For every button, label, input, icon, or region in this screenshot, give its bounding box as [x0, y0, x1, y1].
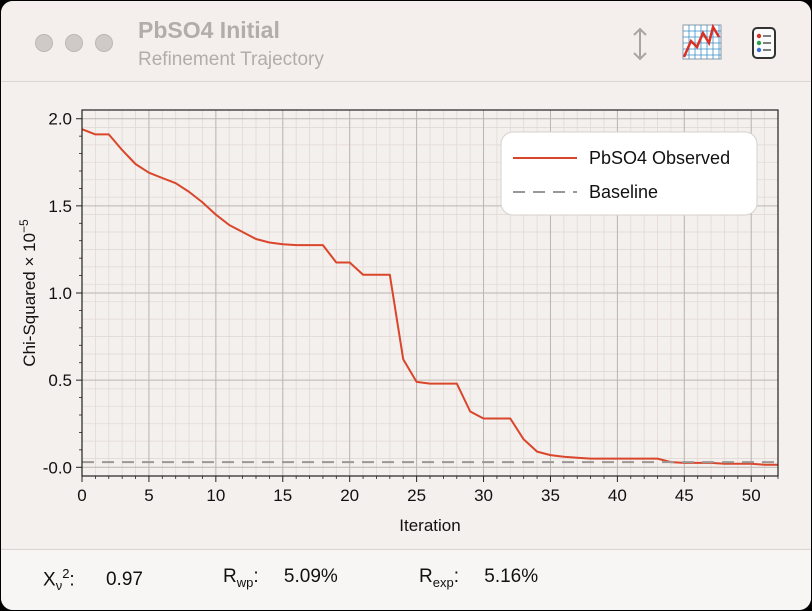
y-axis-label: Chi-Squared × 10−5 [17, 219, 39, 367]
window-title: PbSO4 Initial [138, 17, 280, 43]
x-tick-label: 15 [273, 486, 292, 505]
stat-label-sub: ν [55, 578, 63, 594]
x-tick-label: 30 [474, 486, 493, 505]
legend-box [500, 131, 758, 216]
zoom-window-button[interactable] [95, 34, 113, 52]
window-subtitle: Refinement Trajectory [138, 49, 324, 70]
stat-reduced-chi-squared: Xν2: 0.97 [43, 566, 143, 594]
x-tick-label: 5 [144, 486, 153, 505]
minimize-window-button[interactable] [65, 34, 83, 52]
legend-label-baseline: Baseline [589, 182, 658, 202]
stat-label-sub: exp [432, 574, 454, 590]
legend: PbSO4 Observed Baseline [500, 131, 758, 216]
y-tick-label: 0.5 [48, 371, 72, 390]
y-tick-label: 2.0 [48, 110, 72, 129]
stat-label: R [419, 566, 433, 587]
series-line-observed [81, 128, 778, 466]
stat-value: 5.09% [283, 566, 338, 587]
stat-value: 0.97 [105, 569, 143, 591]
axis-ticks: 0 5 10 15 20 25 30 35 40 45 50 -0.0 0.5 1.0 1.5 2.0 [43, 110, 779, 505]
x-tick-label: 20 [340, 486, 359, 505]
stat-label: X [43, 569, 56, 591]
stat-label: R [223, 566, 237, 587]
legend-label-observed: PbSO4 Observed [589, 148, 730, 168]
x-tick-label: 0 [77, 486, 86, 505]
stat-rexp: Rexp: 5.16% [419, 566, 539, 590]
stat-label-sup: 2 [62, 566, 70, 581]
plot-area: 0 5 10 15 20 25 30 35 40 45 50 -0.0 0.5 1.0 1.5 2.0 Ite… [1, 82, 811, 548]
x-tick-label: 25 [407, 486, 426, 505]
title-bar: PbSO4 Initial Refinement Trajectory [1, 1, 811, 82]
x-tick-label: 40 [608, 486, 627, 505]
x-axis-label: Iteration [399, 516, 460, 535]
stat-rwp: Rwp: 5.09% [223, 566, 338, 590]
x-tick-label: 35 [541, 486, 560, 505]
list-icon[interactable] [751, 26, 779, 62]
x-tick-label: 45 [675, 486, 694, 505]
y-axis-label-exponent: −5 [17, 219, 31, 233]
x-tick-label: 10 [206, 486, 225, 505]
x-tick-label: 50 [742, 486, 761, 505]
series-layer [81, 128, 778, 466]
y-tick-label: -0.0 [43, 458, 72, 477]
refinement-chart[interactable]: 0 5 10 15 20 25 30 35 40 45 50 -0.0 0.5 1.0 1.5 2.0 Ite… [1, 82, 811, 548]
status-bar: Xν2: 0.97 Rwp: 5.09% Rexp: 5.16% [1, 549, 811, 610]
chart-icon[interactable] [681, 23, 725, 63]
y-tick-label: 1.0 [48, 284, 72, 303]
stat-label-sub: wp [236, 574, 254, 590]
y-tick-label: 1.5 [48, 197, 72, 216]
stat-value: 5.16% [484, 566, 539, 587]
close-window-button[interactable] [35, 34, 53, 52]
resize-vertical-icon[interactable] [629, 25, 651, 63]
y-axis-label-text: Chi-Squared × 10 [20, 233, 39, 367]
